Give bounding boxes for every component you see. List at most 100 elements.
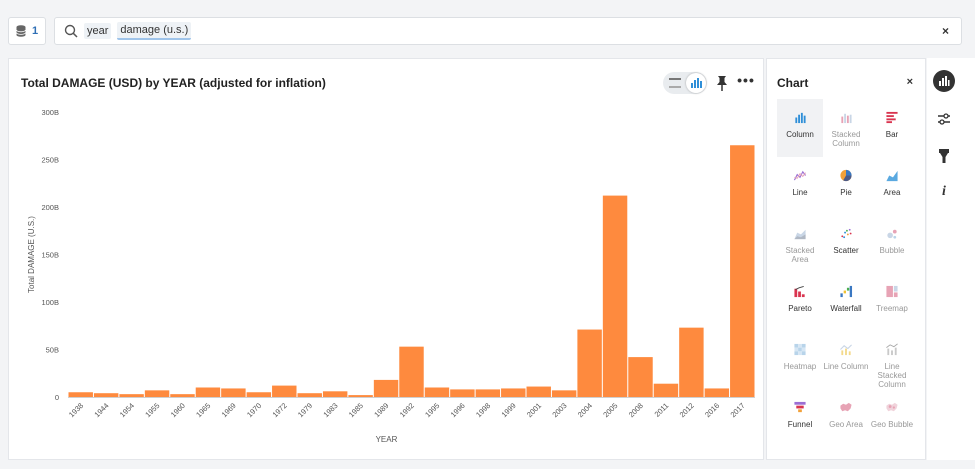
bar-1969 [221, 388, 246, 397]
clear-search-button[interactable]: × [941, 24, 949, 38]
chart-type-label: Pareto [788, 304, 812, 313]
geo-area-chart-icon [840, 402, 852, 412]
info-icon: i [942, 184, 946, 199]
x-tick-label: 1954 [118, 401, 136, 419]
bar-2016 [704, 388, 730, 397]
stacked-area-chart-icon [794, 229, 806, 240]
x-tick-label: 1944 [92, 401, 110, 419]
x-tick-label: 1995 [423, 401, 441, 419]
chart-type-label: Area [883, 188, 901, 197]
x-tick-label: 2017 [729, 401, 747, 419]
bar-1972 [272, 385, 297, 397]
bar-1938 [68, 392, 93, 397]
chart-type-scatter[interactable]: Scatter [823, 215, 869, 273]
search-bar[interactable]: year damage (u.s.) × [54, 17, 962, 45]
chart-type-stacked-column[interactable]: Stacked Column [823, 99, 869, 157]
bar-2004 [577, 329, 602, 397]
x-tick-label: 1979 [296, 401, 314, 419]
chart-type-heatmap[interactable]: Heatmap [777, 331, 823, 389]
x-tick-label: 2008 [627, 401, 645, 419]
table-view-icon [669, 78, 681, 88]
bar-1960 [170, 394, 195, 397]
filter-icon [939, 149, 949, 163]
x-tick-label: 1955 [143, 401, 161, 419]
x-tick-label: 2005 [601, 401, 619, 419]
chart-type-waterfall[interactable]: Waterfall [823, 273, 869, 331]
x-tick-label: 2001 [525, 401, 543, 419]
chart-type-line-column[interactable]: Line Column [823, 331, 869, 389]
chart-type-area[interactable]: Area [869, 157, 915, 215]
x-tick-label: 1972 [271, 401, 289, 419]
x-tick-label: 1938 [67, 401, 85, 419]
chart-type-stacked-area[interactable]: Stacked Area [777, 215, 823, 273]
panel-title: Chart [777, 76, 809, 90]
area-chart-icon [886, 170, 898, 182]
close-panel-button[interactable]: × [906, 76, 913, 88]
x-tick-label: 1989 [372, 401, 390, 419]
x-tick-label: 1969 [220, 401, 238, 419]
filter-rail-button[interactable] [933, 145, 955, 167]
chart-type-icon [939, 76, 950, 86]
chart-type-label: Line [792, 188, 808, 197]
bar-1965 [195, 387, 221, 397]
chart-type-label: Column [786, 130, 814, 139]
chart-type-label: Heatmap [783, 362, 817, 371]
chart-type-bubble[interactable]: Bubble [869, 215, 915, 273]
chart-type-geo-bubble[interactable]: Geo Bubble [869, 389, 915, 447]
x-tick-label: 2003 [550, 401, 568, 419]
heatmap-chart-icon [794, 343, 806, 356]
chart-view-knob [686, 73, 706, 93]
chart-type-line[interactable]: Line [777, 157, 823, 215]
x-tick-label: 2004 [576, 401, 594, 419]
chart-type-bar[interactable]: Bar [869, 99, 915, 157]
chart-type-column[interactable]: Column [777, 99, 823, 157]
x-tick-label: 1999 [500, 401, 518, 419]
chart-type-label: Stacked Area [785, 246, 815, 264]
pin-icon[interactable] [713, 73, 731, 93]
bar-1944 [93, 393, 119, 397]
chart-type-pie[interactable]: Pie [823, 157, 869, 215]
y-tick-label: 150B [41, 251, 59, 260]
pie-chart-icon [840, 169, 852, 182]
chart-type-rail-button[interactable] [933, 70, 955, 92]
database-icon [16, 25, 26, 37]
bar-1999 [501, 388, 526, 397]
chart-type-label: Waterfall [830, 304, 862, 313]
line-chart-icon [793, 170, 807, 181]
line-column-chart-icon [840, 344, 852, 356]
data-source-button[interactable]: 1 [8, 17, 46, 45]
bar-2011 [653, 383, 679, 397]
bar-1998 [475, 389, 501, 397]
chart-type-label: Pie [840, 188, 852, 197]
search-icon [64, 24, 78, 38]
bar-2012 [679, 327, 704, 397]
search-token-year[interactable]: year [84, 23, 112, 39]
bar-2001 [526, 386, 551, 397]
x-tick-label: 1983 [321, 401, 339, 419]
chart-type-pareto[interactable]: Pareto [777, 273, 823, 331]
x-tick-label: 2016 [703, 401, 721, 419]
chart-type-grid: Column Stacked Column Bar Line Pie Area Stacke… [777, 99, 917, 447]
more-options-button[interactable]: ••• [737, 72, 755, 88]
damage-column-chart: 0 50B 100B 150B 200B 250B 300B Total DAMAGE (U.… [27, 108, 755, 444]
x-tick-label: 1985 [347, 401, 365, 419]
chart-type-label: Funnel [787, 420, 813, 429]
chart-card: Total DAMAGE (USD) by YEAR (adjusted for… [8, 58, 764, 460]
chart-type-label: Line Column [823, 362, 869, 371]
chart-type-label: Scatter [833, 246, 859, 255]
bar-2008 [628, 357, 653, 397]
chart-type-geo-area[interactable]: Geo Area [823, 389, 869, 447]
bar-2017 [730, 145, 755, 397]
y-tick-label: 100B [41, 298, 59, 307]
x-tick-label: 1998 [474, 401, 492, 419]
chart-type-funnel[interactable]: Funnel [777, 389, 823, 447]
stacked-column-chart-icon [841, 113, 852, 124]
settings-rail-button[interactable] [933, 108, 955, 130]
search-token-damage[interactable]: damage (u.s.) [117, 22, 192, 40]
table-chart-toggle[interactable] [663, 72, 707, 94]
chart-type-treemap[interactable]: Treemap [869, 273, 915, 331]
info-rail-button[interactable]: i [933, 181, 955, 203]
treemap-chart-icon [886, 285, 898, 298]
chart-type-panel: Chart × Column Stacked Column Bar Line Pie Ar… [766, 58, 926, 460]
chart-type-line-stacked-column[interactable]: Line Stacked Column [869, 331, 915, 389]
